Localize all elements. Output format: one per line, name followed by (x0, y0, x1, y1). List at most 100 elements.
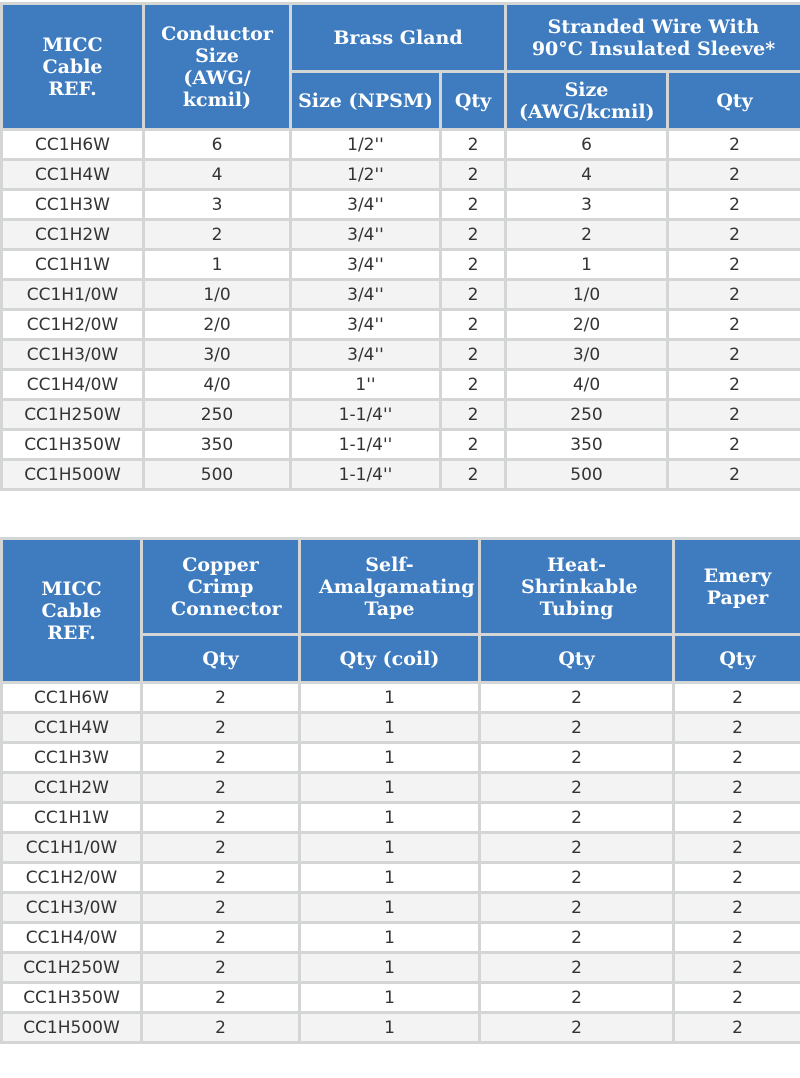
table-cell: 2 (478, 681, 675, 714)
table-cell: 2 (140, 891, 301, 924)
cell-cable-ref: CC1H6W (0, 681, 143, 714)
table-cell: 1 (298, 981, 481, 1014)
table-cell: 2 (478, 951, 675, 984)
table-cell: 2 (478, 981, 675, 1014)
table-cell: 3/4'' (289, 218, 442, 251)
table-cell: 2 (140, 771, 301, 804)
table-cell: 2 (439, 338, 507, 371)
table-cell: 2 (665, 248, 800, 281)
table-cell: 2 (665, 218, 800, 251)
table-cell: 2 (672, 771, 800, 804)
table-row: CC1H500W 500 1-1/4'' 2 500 2 (0, 458, 800, 491)
cell-cable-ref: CC1H1W (0, 801, 143, 834)
table-row: CC1H350W 2 1 2 2 (0, 981, 800, 1014)
table-cell: 2 (665, 158, 800, 191)
table-cell: 2 (439, 428, 507, 461)
header-tape-qty: Qty (coil) (298, 633, 481, 684)
table-cell: 1 (142, 248, 292, 281)
header-wire-qty: Qty (665, 70, 800, 131)
table-cell: 2 (665, 428, 800, 461)
table-cell: 2 (478, 831, 675, 864)
table-cell: 4 (504, 158, 669, 191)
table-cell: 2 (439, 308, 507, 341)
header-gland-size: Size (NPSM) (289, 70, 442, 131)
table-cell: 2 (665, 308, 800, 341)
table-row: CC1H4/0W 4/0 1'' 2 4/0 2 (0, 368, 800, 401)
table-cell: 2 (439, 278, 507, 311)
table-row: CC1H1/0W 1/0 3/4'' 2 1/0 2 (0, 278, 800, 311)
table-cell: 1 (298, 861, 481, 894)
table-cell: 1-1/4'' (289, 398, 442, 431)
header-emery-paper: Emery Paper (672, 537, 800, 636)
table-cell: 1/2'' (289, 128, 442, 161)
table-row: CC1H350W 350 1-1/4'' 2 350 2 (0, 428, 800, 461)
table-cell: 1 (298, 741, 481, 774)
table-row: CC1H4W 4 1/2'' 2 4 2 (0, 158, 800, 191)
cell-cable-ref: CC1H250W (0, 951, 143, 984)
table-cell: 2 (672, 831, 800, 864)
table-cell: 2 (140, 711, 301, 744)
table-cell: 2 (439, 158, 507, 191)
cell-cable-ref: CC1H350W (0, 981, 143, 1014)
table-cell: 2 (140, 1011, 301, 1044)
table-cell: 2 (672, 921, 800, 954)
table-row: CC1H4W 2 1 2 2 (0, 711, 800, 744)
header-copper-crimp-connector: Copper Crimp Connector (140, 537, 301, 636)
table-cell: 3/4'' (289, 278, 442, 311)
table-cell: 2 (672, 801, 800, 834)
table-cell: 2/0 (142, 308, 292, 341)
table-row: CC1H2/0W 2 1 2 2 (0, 861, 800, 894)
table-1-body: CC1H6W 6 1/2'' 2 6 2 CC1H4W 4 1/2'' 2 4 2 CC1H3W 3 3/4… (0, 128, 800, 491)
table-cell: 1 (298, 921, 481, 954)
table-cell: 2 (665, 458, 800, 491)
cell-cable-ref: CC1H3/0W (0, 338, 145, 371)
cell-cable-ref: CC1H1/0W (0, 831, 143, 864)
table-cell: 2 (140, 861, 301, 894)
table-cell: 2 (140, 831, 301, 864)
table-cell: 1 (298, 771, 481, 804)
table-row: CC1H250W 2 1 2 2 (0, 951, 800, 984)
kit-components-table-1: MICC Cable REF. Conductor Size (AWG/ kcm… (0, 2, 800, 491)
table-cell: 2 (478, 801, 675, 834)
table-row: CC1H1W 1 3/4'' 2 1 2 (0, 248, 800, 281)
table-cell: 2 (140, 951, 301, 984)
table-cell: 3/0 (142, 338, 292, 371)
table-cell: 2 (478, 861, 675, 894)
header-self-amalgamating-tape: Self- Amalgamating Tape (298, 537, 481, 636)
table-cell: 1-1/4'' (289, 428, 442, 461)
table-cell: 1/0 (142, 278, 292, 311)
cell-cable-ref: CC1H4/0W (0, 921, 143, 954)
header-wire-size: Size (AWG/kcmil) (504, 70, 669, 131)
table-cell: 2 (672, 1011, 800, 1044)
table-cell: 1 (298, 831, 481, 864)
table-cell: 4/0 (142, 368, 292, 401)
table-cell: 2 (665, 338, 800, 371)
cell-cable-ref: CC1H4/0W (0, 368, 145, 401)
header-gland-qty: Qty (439, 70, 507, 131)
table-cell: 3/4'' (289, 338, 442, 371)
cell-cable-ref: CC1H1W (0, 248, 145, 281)
table-cell: 1 (298, 1011, 481, 1044)
table-cell: 1 (504, 248, 669, 281)
cell-cable-ref: CC1H250W (0, 398, 145, 431)
cell-cable-ref: CC1H2W (0, 771, 143, 804)
kit-components-table-2: MICC Cable REF. Copper Crimp Connector S… (0, 537, 800, 1044)
table-cell: 3/4'' (289, 248, 442, 281)
table-row: CC1H6W 6 1/2'' 2 6 2 (0, 128, 800, 161)
header-conductor-size: Conductor Size (AWG/ kcmil) (142, 2, 292, 131)
header-heat-shrinkable-tubing: Heat- Shrinkable Tubing (478, 537, 675, 636)
cell-cable-ref: CC1H500W (0, 1011, 143, 1044)
table-cell: 2 (478, 771, 675, 804)
table-cell: 500 (142, 458, 292, 491)
table-cell: 1/0 (504, 278, 669, 311)
header-brass-gland: Brass Gland (289, 2, 507, 73)
table-cell: 2 (478, 921, 675, 954)
table-cell: 3/4'' (289, 188, 442, 221)
cell-cable-ref: CC1H4W (0, 711, 143, 744)
header-micc-cable-ref: MICC Cable REF. (0, 2, 145, 131)
table-cell: 2 (672, 951, 800, 984)
table-cell: 2 (672, 711, 800, 744)
table-cell: 1'' (289, 368, 442, 401)
table-row: CC1H3W 3 3/4'' 2 3 2 (0, 188, 800, 221)
header-tubing-qty: Qty (478, 633, 675, 684)
